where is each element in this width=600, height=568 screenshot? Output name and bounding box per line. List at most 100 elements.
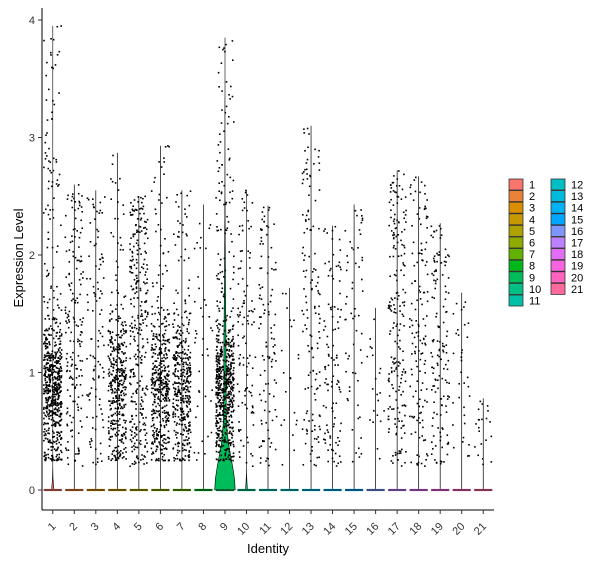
point-3 bbox=[93, 379, 95, 381]
point-5 bbox=[139, 287, 142, 290]
point-9 bbox=[230, 373, 233, 376]
point-3 bbox=[97, 360, 100, 363]
point-19 bbox=[439, 439, 442, 442]
point-18 bbox=[422, 439, 425, 442]
point-13 bbox=[305, 162, 308, 164]
point-9 bbox=[217, 384, 220, 386]
point-4 bbox=[121, 457, 124, 459]
point-9 bbox=[222, 401, 224, 404]
point-7 bbox=[185, 340, 187, 342]
point-2 bbox=[77, 447, 80, 450]
point-7 bbox=[177, 235, 179, 238]
point-15 bbox=[355, 262, 357, 265]
point-9 bbox=[222, 48, 224, 51]
point-6 bbox=[164, 377, 167, 380]
point-7 bbox=[176, 351, 178, 354]
point-18 bbox=[409, 385, 411, 388]
point-19 bbox=[438, 348, 441, 351]
point-1 bbox=[52, 390, 54, 392]
point-6 bbox=[162, 252, 165, 254]
point-9 bbox=[219, 271, 222, 274]
point-17 bbox=[392, 255, 395, 258]
point-14 bbox=[324, 442, 327, 444]
point-9 bbox=[220, 291, 223, 293]
point-6 bbox=[150, 384, 153, 386]
point-19 bbox=[437, 387, 439, 390]
point-5 bbox=[145, 228, 148, 231]
point-4 bbox=[123, 330, 125, 332]
point-14 bbox=[337, 327, 340, 329]
legend-label-4: 4 bbox=[529, 214, 535, 226]
point-5 bbox=[132, 372, 135, 374]
point-9 bbox=[223, 371, 226, 373]
point-9 bbox=[228, 349, 231, 351]
point-17 bbox=[394, 423, 396, 425]
point-12 bbox=[293, 411, 296, 414]
point-11 bbox=[259, 374, 262, 376]
point-6 bbox=[157, 339, 159, 341]
point-10 bbox=[250, 309, 253, 312]
point-5 bbox=[129, 214, 132, 216]
point-6 bbox=[155, 333, 158, 335]
point-4 bbox=[117, 343, 120, 345]
point-1 bbox=[59, 379, 61, 381]
legend-label-10: 10 bbox=[529, 284, 541, 296]
point-6 bbox=[161, 343, 163, 346]
point-9 bbox=[224, 439, 226, 441]
point-7 bbox=[181, 341, 183, 343]
point-2 bbox=[70, 331, 72, 334]
point-17 bbox=[391, 182, 394, 184]
point-1 bbox=[44, 373, 46, 376]
point-1 bbox=[59, 370, 62, 373]
point-6 bbox=[155, 438, 158, 440]
point-18 bbox=[425, 217, 428, 220]
point-9 bbox=[225, 201, 228, 204]
point-1 bbox=[56, 389, 58, 392]
point-17 bbox=[393, 175, 395, 177]
point-7 bbox=[189, 351, 192, 354]
point-9 bbox=[218, 182, 220, 184]
point-6 bbox=[154, 384, 156, 386]
point-16 bbox=[379, 420, 382, 423]
point-18 bbox=[411, 373, 413, 376]
point-7 bbox=[181, 387, 183, 389]
point-6 bbox=[158, 377, 160, 379]
point-1 bbox=[46, 368, 49, 371]
point-1 bbox=[52, 400, 55, 402]
point-1 bbox=[57, 397, 60, 399]
point-1 bbox=[56, 379, 59, 381]
point-1 bbox=[45, 328, 48, 331]
point-7 bbox=[181, 375, 183, 378]
point-9 bbox=[224, 423, 226, 425]
point-14 bbox=[339, 391, 342, 393]
point-7 bbox=[178, 355, 181, 358]
point-6 bbox=[151, 313, 154, 315]
point-9 bbox=[223, 47, 225, 49]
point-19 bbox=[447, 395, 449, 397]
point-14 bbox=[330, 385, 333, 388]
point-20 bbox=[466, 336, 469, 338]
point-4 bbox=[123, 378, 126, 380]
point-13 bbox=[315, 285, 317, 287]
point-9 bbox=[223, 184, 226, 187]
point-14 bbox=[333, 359, 335, 361]
point-19 bbox=[443, 395, 445, 398]
point-18 bbox=[424, 344, 427, 346]
point-17 bbox=[396, 407, 399, 409]
point-18 bbox=[409, 415, 411, 418]
point-7 bbox=[175, 368, 177, 370]
point-7 bbox=[182, 410, 184, 413]
point-14 bbox=[336, 383, 338, 385]
point-7 bbox=[185, 404, 188, 407]
legend-label-9: 9 bbox=[529, 272, 535, 284]
point-9 bbox=[232, 384, 235, 386]
point-3 bbox=[93, 357, 96, 359]
point-6 bbox=[152, 325, 155, 327]
point-7 bbox=[179, 392, 182, 394]
point-11 bbox=[266, 225, 268, 227]
point-20 bbox=[463, 406, 465, 409]
point-18 bbox=[424, 264, 427, 267]
point-9 bbox=[226, 411, 229, 413]
point-4 bbox=[114, 447, 116, 449]
point-20 bbox=[457, 329, 459, 331]
